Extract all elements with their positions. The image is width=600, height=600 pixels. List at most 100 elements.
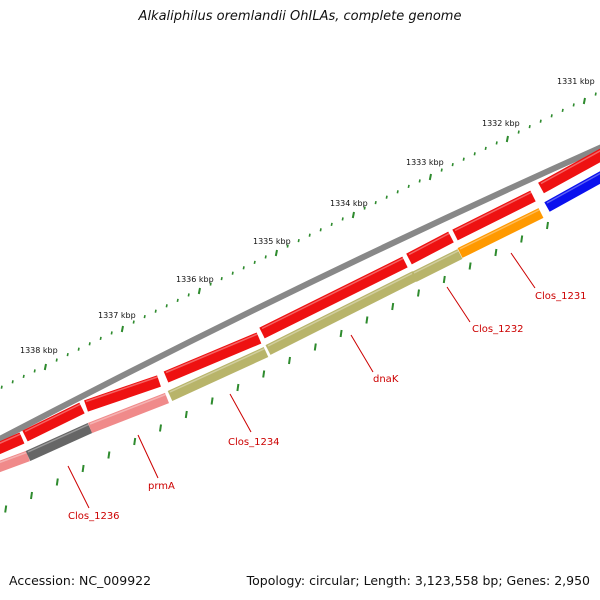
forward-gene-arrow-highlight [24, 402, 83, 433]
ruler-label: 1338 kbp [20, 346, 58, 355]
ruler-minor-tick [132, 320, 135, 324]
ruler-minor-tick [66, 352, 69, 357]
inner-ruler-tick [546, 221, 549, 230]
forward-gene-arrow [538, 148, 600, 194]
ruler-minor-tick [231, 271, 234, 275]
ruler-minor-tick [33, 369, 36, 373]
callout-line [446, 286, 471, 323]
inner-ruler-tick [55, 478, 59, 486]
ruler-minor-tick [517, 130, 520, 134]
forward-gene-arrow-highlight [261, 256, 406, 330]
callout-line [510, 252, 536, 289]
ruler-major-tick [582, 97, 586, 105]
gene-label: Clos_1232 [472, 324, 524, 335]
ruler-minor-tick [462, 157, 465, 161]
ruler-major-tick [197, 287, 201, 295]
ruler-minor-tick [550, 114, 553, 118]
ruler-minor-tick [396, 190, 399, 194]
genome-backbone-arc [0, 144, 600, 443]
inner-ruler-tick [365, 316, 369, 324]
ruler-minor-tick [165, 304, 168, 308]
gene-prmA [88, 392, 169, 434]
ruler-minor-tick [220, 276, 223, 281]
inner-ruler-tick [520, 235, 524, 243]
ruler-minor-tick [209, 282, 212, 286]
gene-Clos_1234 [167, 347, 269, 401]
forward-gene-arrow [452, 190, 536, 241]
forward-gene-arrow-highlight [0, 432, 23, 444]
ruler-minor-tick [528, 124, 531, 129]
inner-ruler-tick [184, 410, 188, 419]
inner-ruler-tick [81, 464, 85, 473]
ruler-minor-tick [330, 222, 333, 227]
callout-line [67, 465, 90, 509]
ruler-minor-tick [308, 233, 311, 237]
ruler-minor-tick [77, 347, 80, 351]
ruler-minor-tick [0, 385, 3, 389]
ruler-minor-tick [55, 358, 58, 362]
inner-ruler-tick [339, 329, 343, 338]
ruler-major-tick [274, 249, 278, 257]
ruler-minor-tick [187, 293, 190, 297]
ruler-minor-tick [11, 380, 14, 384]
ruler-label: 1331 kbp [557, 77, 595, 86]
ruler-minor-tick [495, 141, 498, 145]
inner-ruler-tick [468, 262, 472, 270]
ruler-minor-tick [264, 255, 267, 259]
ruler-minor-tick [143, 314, 146, 319]
ruler-minor-tick [88, 342, 91, 346]
callout-line [229, 393, 252, 433]
forward-gene-arrow [84, 375, 161, 412]
gene-dnaK-highlight [267, 271, 416, 347]
inner-ruler-tick [494, 248, 498, 257]
map-title: Alkaliphilus oremlandii OhILAs, complete… [138, 9, 462, 24]
ruler-major-tick [120, 325, 124, 333]
ruler-minor-tick [407, 184, 410, 189]
ruler-minor-tick [594, 92, 597, 96]
pseudo-gene-segment-highlight [0, 451, 29, 464]
gene-Clos_1231 [457, 208, 544, 258]
ruler-label: 1336 kbp [176, 275, 214, 284]
ruler-minor-tick [572, 103, 575, 107]
forward-gene-arrow-highlight [454, 190, 534, 232]
inner-ruler-tick [288, 356, 291, 365]
forward-gene-arrow [22, 402, 85, 442]
callout-line [350, 334, 374, 373]
forward-gene-arrow [0, 432, 25, 455]
ruler-minor-tick [286, 244, 289, 248]
inner-ruler-tick [442, 275, 446, 284]
gene-label: Clos_1234 [228, 437, 280, 448]
inner-ruler-tick [159, 424, 162, 432]
inner-ruler-tick [236, 383, 240, 392]
gene-label: Clos_1236 [68, 511, 120, 522]
callout-line [137, 434, 159, 479]
inner-ruler-tick [262, 370, 266, 378]
gene-prmA-highlight [89, 393, 168, 425]
inner-ruler-tick [391, 302, 395, 311]
ruler-minor-tick [99, 336, 102, 341]
ruler-minor-tick [341, 217, 344, 221]
inner-ruler-tick [133, 437, 137, 446]
forward-gene-arrow-highlight [408, 231, 452, 256]
ruler-major-tick [505, 135, 509, 143]
forward-gene-arrow-highlight [165, 332, 260, 374]
ruler-minor-tick [22, 374, 25, 379]
accession-text: Accession: NC_009922 [9, 573, 152, 588]
gene-Clos_1231-highlight [459, 208, 542, 250]
gene-callouts: Clos_1231 Clos_1232 dnaK Clos_1234 prmA Clos_… [67, 252, 587, 522]
ruler-minor-tick [253, 260, 256, 265]
ruler-minor-tick [473, 152, 476, 156]
genome-summary-text: Topology: circular; Length: 3,123,558 bp… [246, 573, 590, 588]
ruler-minor-tick [440, 168, 443, 172]
ruler-ticks [0, 92, 597, 513]
forward-gene-arrow [406, 231, 454, 265]
ruler-label: 1333 kbp [406, 158, 444, 167]
forward-gene-arrow-highlight [540, 150, 600, 185]
inner-ruler-tick [107, 451, 111, 459]
gene-Clos_1232-highlight [413, 249, 461, 274]
gene-Clos_1234-highlight [169, 347, 267, 393]
ruler-minor-tick [297, 238, 300, 243]
ruler-minor-tick [484, 146, 487, 151]
ruler-minor-tick [363, 206, 366, 210]
inner-ruler-tick [30, 491, 33, 500]
